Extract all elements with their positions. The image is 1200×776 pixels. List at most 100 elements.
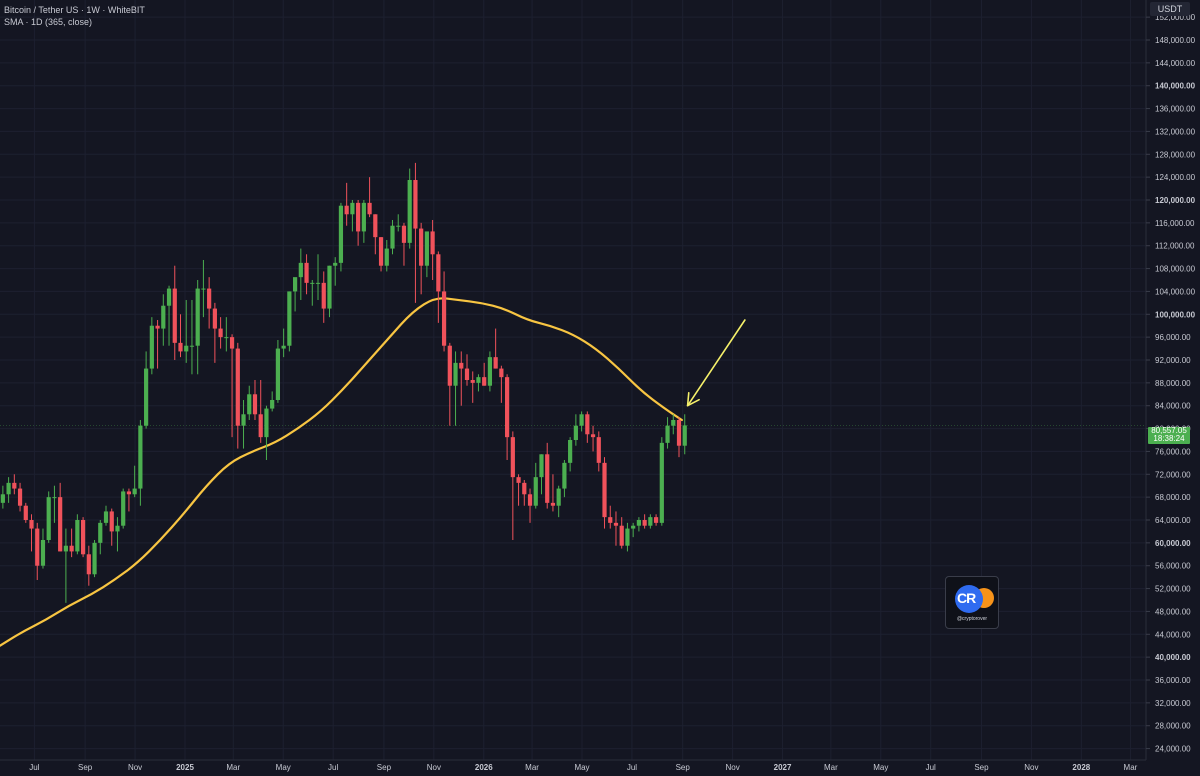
candle[interactable]	[527, 488, 533, 523]
candle[interactable]	[327, 265, 332, 318]
candle[interactable]	[378, 237, 384, 272]
candle[interactable]	[671, 414, 676, 435]
candle[interactable]	[625, 522, 630, 552]
candle[interactable]	[29, 514, 34, 552]
candle[interactable]	[247, 385, 252, 420]
candle[interactable]	[436, 251, 441, 323]
candle[interactable]	[539, 454, 544, 495]
candle[interactable]	[407, 168, 412, 249]
candle[interactable]	[98, 520, 103, 555]
candle[interactable]	[464, 354, 470, 386]
candle[interactable]	[579, 411, 584, 432]
candle[interactable]	[350, 200, 355, 232]
candle[interactable]	[390, 220, 395, 255]
candle[interactable]	[224, 317, 229, 352]
candle[interactable]	[298, 248, 303, 300]
candle[interactable]	[470, 371, 475, 403]
candle[interactable]	[109, 508, 114, 546]
candle[interactable]	[121, 488, 126, 529]
candle[interactable]	[161, 294, 166, 346]
candle[interactable]	[510, 431, 515, 540]
candle[interactable]	[275, 340, 281, 403]
candle[interactable]	[69, 528, 74, 558]
candle[interactable]	[235, 342, 240, 449]
candle[interactable]	[184, 300, 189, 363]
candle[interactable]	[86, 545, 91, 586]
candle[interactable]	[115, 517, 120, 552]
candle[interactable]	[149, 317, 154, 375]
candle[interactable]	[333, 257, 338, 286]
candle[interactable]	[310, 280, 315, 306]
sma-line[interactable]	[0, 297, 683, 647]
candle[interactable]	[619, 517, 624, 549]
candle[interactable]	[482, 362, 487, 386]
candle[interactable]	[550, 474, 556, 512]
candle[interactable]	[23, 502, 28, 523]
candle[interactable]	[499, 365, 504, 403]
candle[interactable]	[585, 411, 590, 443]
candle[interactable]	[229, 334, 235, 438]
candle[interactable]	[522, 480, 527, 506]
candle[interactable]	[573, 414, 578, 446]
candle[interactable]	[287, 291, 292, 352]
candle[interactable]	[568, 437, 573, 472]
candle[interactable]	[63, 528, 68, 603]
candle[interactable]	[401, 222, 407, 266]
candle[interactable]	[241, 400, 246, 449]
candle[interactable]	[545, 442, 550, 509]
candle[interactable]	[373, 214, 378, 255]
candle[interactable]	[207, 277, 212, 329]
currency-label[interactable]: USDT	[1150, 2, 1190, 16]
candle[interactable]	[292, 277, 298, 312]
candle[interactable]	[35, 522, 40, 580]
candle[interactable]	[653, 514, 659, 526]
candle[interactable]	[315, 254, 321, 300]
candle[interactable]	[270, 391, 275, 412]
candle[interactable]	[631, 522, 636, 538]
candle[interactable]	[516, 474, 521, 506]
candle[interactable]	[562, 460, 567, 498]
candle[interactable]	[132, 465, 137, 498]
candle[interactable]	[602, 457, 607, 529]
candle[interactable]	[58, 482, 63, 552]
candle[interactable]	[40, 528, 46, 569]
candle[interactable]	[487, 351, 493, 392]
candle[interactable]	[166, 285, 172, 346]
candle[interactable]	[424, 231, 429, 278]
candle[interactable]	[195, 280, 200, 375]
candle[interactable]	[80, 517, 86, 558]
candle[interactable]	[419, 222, 424, 295]
candle[interactable]	[281, 328, 286, 358]
candle[interactable]	[189, 300, 195, 375]
candle[interactable]	[413, 162, 418, 303]
candle[interactable]	[590, 425, 596, 452]
candle[interactable]	[453, 351, 458, 426]
candle[interactable]	[682, 414, 687, 455]
candle[interactable]	[396, 214, 401, 232]
candle[interactable]	[441, 271, 447, 352]
candle[interactable]	[384, 240, 389, 272]
candle[interactable]	[321, 271, 326, 323]
indicator-title[interactable]: SMA · 1D (365, close)	[4, 17, 93, 27]
candle[interactable]	[533, 462, 538, 509]
candle[interactable]	[75, 514, 80, 555]
candle[interactable]	[178, 314, 183, 358]
candle[interactable]	[648, 514, 653, 529]
candle[interactable]	[252, 380, 258, 420]
candle[interactable]	[212, 302, 217, 363]
candle[interactable]	[608, 505, 613, 529]
candle[interactable]	[46, 491, 51, 543]
candle[interactable]	[447, 342, 452, 426]
candle[interactable]	[430, 220, 435, 280]
candle[interactable]	[459, 351, 464, 406]
candle[interactable]	[6, 477, 11, 503]
candle[interactable]	[476, 374, 481, 392]
candle[interactable]	[304, 254, 309, 295]
candle[interactable]	[356, 200, 361, 246]
candle[interactable]	[493, 328, 498, 369]
candle[interactable]	[659, 437, 664, 526]
candle[interactable]	[505, 374, 510, 460]
candle[interactable]	[642, 514, 647, 529]
candle[interactable]	[172, 265, 177, 360]
